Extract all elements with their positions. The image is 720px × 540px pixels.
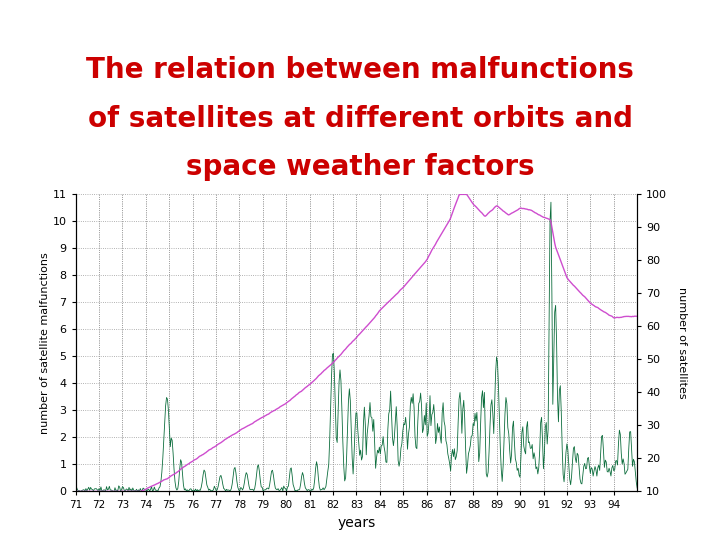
Text: of satellites at different orbits and: of satellites at different orbits and: [88, 105, 632, 133]
Y-axis label: number of satellites: number of satellites: [677, 287, 687, 399]
Text: The relation between malfunctions: The relation between malfunctions: [86, 56, 634, 84]
X-axis label: years: years: [337, 516, 376, 530]
Text: space weather factors: space weather factors: [186, 153, 534, 181]
Y-axis label: number of satellite malfunctions: number of satellite malfunctions: [40, 252, 50, 434]
